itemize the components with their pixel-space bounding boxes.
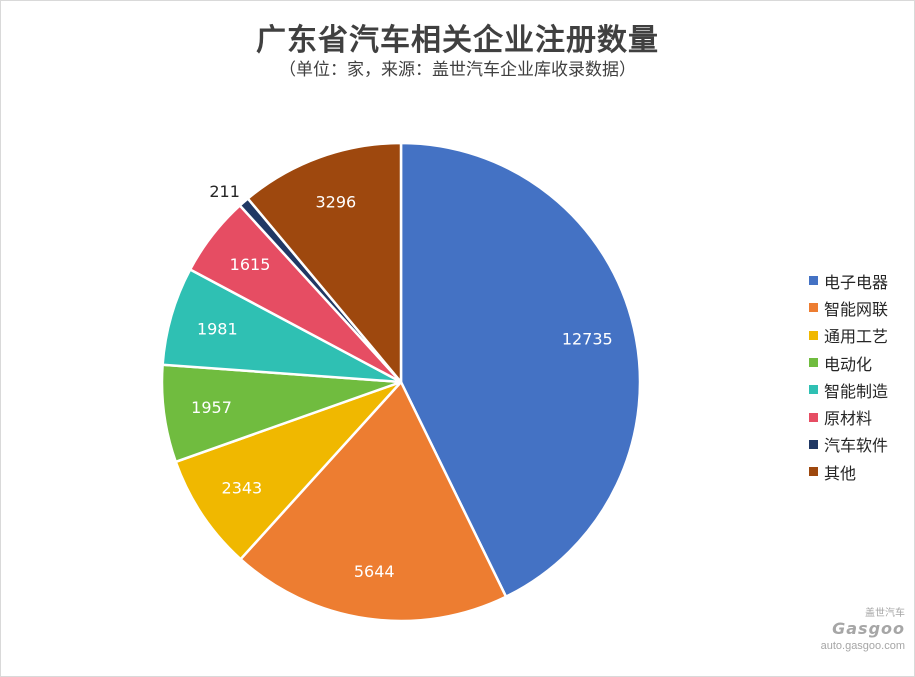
chart-legend: 电子电器智能网联通用工艺电动化智能制造原材料汽车软件其他 bbox=[809, 267, 888, 485]
legend-swatch bbox=[809, 303, 818, 313]
legend-swatch bbox=[809, 412, 818, 422]
legend-label: 其他 bbox=[824, 463, 857, 483]
pie-slice-1 bbox=[399, 141, 642, 599]
legend-swatch bbox=[809, 467, 818, 477]
legend-item: 电动化 bbox=[809, 349, 888, 376]
watermark-cn: 盖世汽车 bbox=[865, 608, 905, 619]
legend-swatch bbox=[809, 358, 818, 368]
legend-item: 原材料 bbox=[809, 403, 888, 430]
legend-swatch bbox=[809, 276, 818, 286]
legend-swatch bbox=[809, 439, 818, 449]
chart-subtitle: （单位：家，来源：盖世汽车企业库收录数据） bbox=[279, 60, 636, 80]
legend-item: 其他 bbox=[809, 458, 888, 485]
data-label-4: 1957 bbox=[191, 398, 232, 417]
legend-label: 通用工艺 bbox=[824, 327, 889, 347]
legend-swatch bbox=[809, 330, 818, 340]
watermark-logo: Gasgoo bbox=[832, 619, 905, 638]
chart-title: 广东省汽车相关企业注册数量 bbox=[256, 23, 659, 58]
pie-slice-2 bbox=[238, 379, 508, 623]
data-label-1: 12735 bbox=[562, 329, 613, 348]
gasgoo-watermark: 盖世汽车 Gasgoo auto.gasgoo.com bbox=[785, 604, 905, 652]
legend-label: 电子电器 bbox=[824, 272, 889, 292]
watermark-url: auto.gasgoo.com bbox=[820, 640, 905, 652]
data-label-8: 3296 bbox=[315, 193, 356, 212]
legend-label: 智能制造 bbox=[824, 381, 889, 401]
legend-label: 汽车软件 bbox=[824, 436, 889, 456]
pie-slice-8 bbox=[246, 141, 403, 386]
data-label-5: 1981 bbox=[197, 319, 238, 338]
data-label-2: 5644 bbox=[354, 562, 395, 581]
legend-label: 智能网联 bbox=[824, 299, 889, 319]
legend-item: 智能制造 bbox=[809, 376, 888, 403]
legend-item: 通用工艺 bbox=[809, 322, 888, 349]
legend-item: 电子电器 bbox=[809, 267, 888, 294]
legend-label: 电动化 bbox=[824, 354, 873, 374]
data-label-6: 1615 bbox=[230, 255, 271, 274]
legend-item: 智能网联 bbox=[809, 294, 888, 321]
data-label-3: 2343 bbox=[222, 479, 263, 498]
legend-label: 原材料 bbox=[824, 409, 873, 429]
legend-item: 汽车软件 bbox=[809, 431, 888, 458]
data-label-7: 211 bbox=[209, 182, 240, 201]
pie-slice-3 bbox=[174, 380, 402, 561]
legend-swatch bbox=[809, 385, 818, 395]
